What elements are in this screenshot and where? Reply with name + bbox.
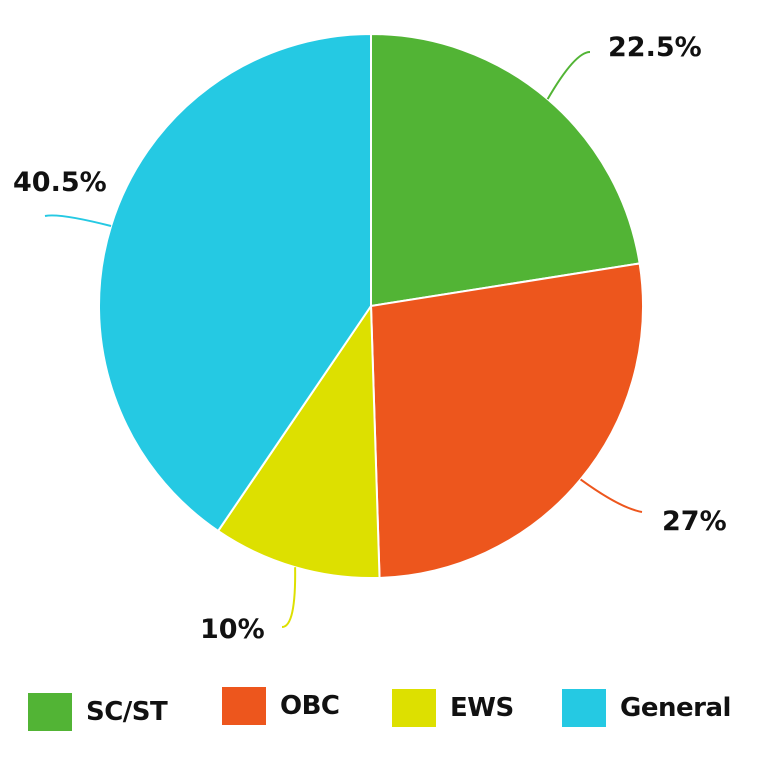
legend: SC/ST OBC EWS General bbox=[0, 687, 768, 750]
slice-label-general: 40.5% bbox=[13, 167, 107, 198]
legend-label-obc: OBC bbox=[280, 691, 340, 721]
legend-item-general[interactable]: General bbox=[562, 686, 731, 730]
slice-label-obc: 27% bbox=[662, 506, 727, 537]
legend-swatch-scst bbox=[28, 693, 72, 731]
leader-line-ews bbox=[281, 567, 297, 628]
legend-item-scst[interactable]: SC/ST bbox=[28, 690, 168, 734]
legend-label-general: General bbox=[620, 693, 731, 723]
legend-item-ews[interactable]: EWS bbox=[392, 686, 514, 730]
slice-label-scst: 22.5% bbox=[608, 32, 702, 63]
legend-swatch-ews bbox=[392, 689, 436, 727]
slice-label-ews: 10% bbox=[200, 614, 265, 645]
pie-slice-obc[interactable] bbox=[369, 262, 644, 579]
legend-item-obc[interactable]: OBC bbox=[222, 684, 340, 728]
legend-label-ews: EWS bbox=[450, 693, 514, 723]
slice-labels: 22.5% 27% 10% 40.5% bbox=[13, 32, 727, 645]
pie-slice-scst[interactable] bbox=[370, 32, 641, 308]
leader-line-obc bbox=[579, 478, 643, 513]
legend-label-scst: SC/ST bbox=[86, 697, 168, 727]
pie-slice-ews[interactable] bbox=[216, 302, 381, 579]
leader-lines bbox=[44, 51, 643, 628]
pie-slices bbox=[98, 32, 644, 579]
leader-line-scst bbox=[546, 51, 591, 100]
leader-line-general bbox=[44, 214, 112, 227]
pie-slice-general[interactable] bbox=[98, 32, 372, 533]
legend-swatch-obc bbox=[222, 687, 266, 725]
legend-swatch-general bbox=[562, 689, 606, 727]
